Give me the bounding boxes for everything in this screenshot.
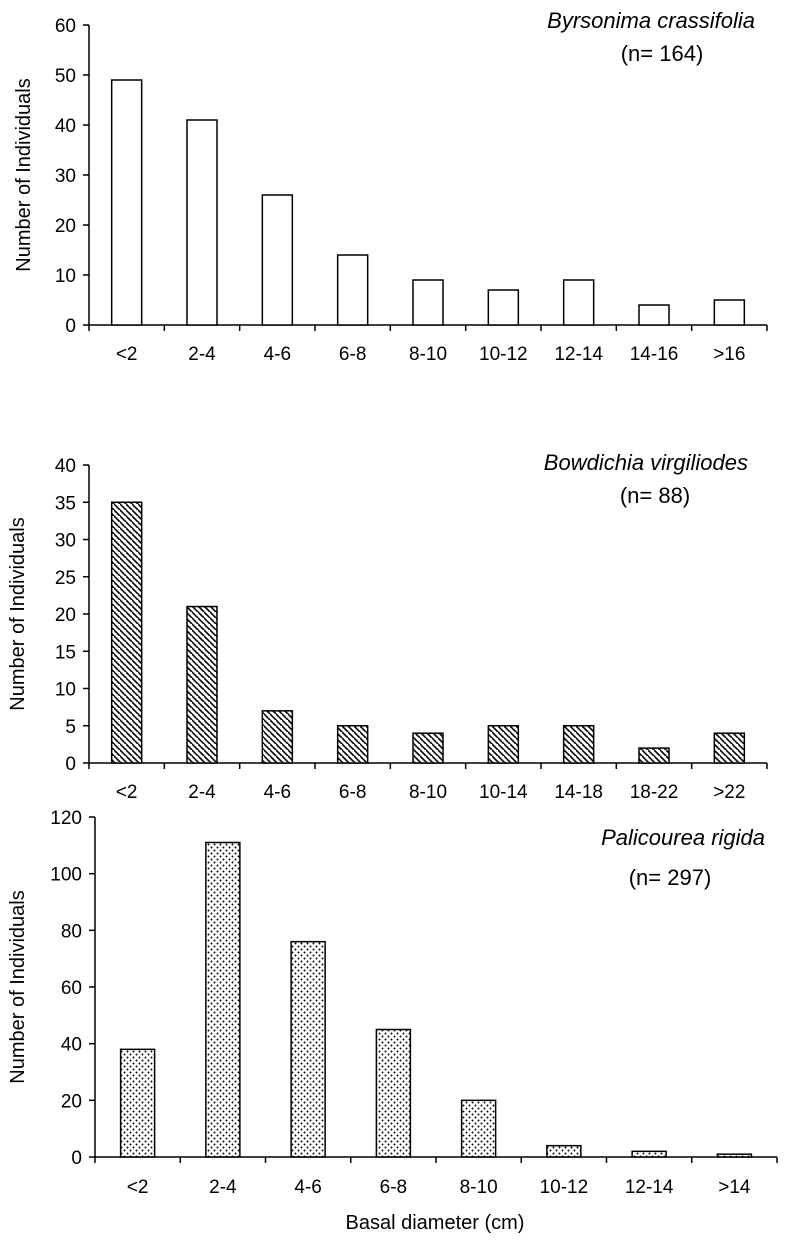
x-tick-label: 2-4 bbox=[188, 782, 216, 803]
y-tick-label: 0 bbox=[65, 316, 76, 337]
x-tick-label: 4-6 bbox=[294, 1177, 321, 1198]
x-tick-label: 8-10 bbox=[409, 344, 447, 365]
y-tick-label: 0 bbox=[71, 1148, 82, 1169]
bar->16 bbox=[713, 299, 746, 326]
x-tick-label: 14-16 bbox=[630, 344, 679, 365]
x-tick-label: 12-14 bbox=[625, 1177, 674, 1198]
y-tick-label: 100 bbox=[50, 865, 82, 886]
bar->14 bbox=[716, 1153, 753, 1158]
y-tick-label: 5 bbox=[65, 717, 76, 738]
y-tick-label: 40 bbox=[61, 1035, 82, 1056]
x-tick-label: 10-12 bbox=[540, 1177, 589, 1198]
bar-2-4 bbox=[186, 119, 218, 326]
bar-6-8 bbox=[336, 725, 369, 764]
x-tick-label: <2 bbox=[116, 782, 138, 803]
bar-10-12 bbox=[487, 289, 520, 326]
bar-8-10 bbox=[412, 279, 444, 326]
x-tick-label: 2-4 bbox=[209, 1177, 237, 1198]
bar-4-6 bbox=[261, 194, 294, 326]
x-tick-label: 4-6 bbox=[264, 782, 291, 803]
x-tick-label: 6-8 bbox=[339, 782, 366, 803]
x-tick-label: 6-8 bbox=[380, 1177, 407, 1198]
chart-panel-1: 0 10 20 30 40 50 60 <2 2-4 4-6 6-8 8-10 10-12 12-14 14… bbox=[13, 8, 768, 365]
chart-panel-2: 0 5 10 15 20 25 30 35 40 <2 2-4 4-6 6-8 8-10 10-14 14-1… bbox=[7, 450, 768, 803]
y-tick-label: 40 bbox=[55, 116, 76, 137]
x-tick-label: >22 bbox=[713, 782, 745, 803]
x-tick-label: >14 bbox=[718, 1177, 751, 1198]
bar-<2 bbox=[110, 501, 143, 764]
x-tick-label: <2 bbox=[127, 1177, 149, 1198]
bar-6-8 bbox=[336, 254, 369, 326]
y-tick-label: 35 bbox=[55, 493, 76, 514]
x-tick-label: 8-10 bbox=[409, 782, 447, 803]
x-tick-label: <2 bbox=[116, 344, 138, 365]
bar-14-16 bbox=[638, 304, 670, 326]
bar-10-14 bbox=[487, 725, 520, 764]
y-axis-label: Number of Individuals bbox=[7, 890, 29, 1083]
bar-12-14 bbox=[631, 1150, 667, 1158]
bar-8-10 bbox=[412, 732, 444, 764]
x-tick-label: 18-22 bbox=[630, 782, 679, 803]
y-tick-label: 20 bbox=[55, 216, 76, 237]
y-tick-label: 60 bbox=[55, 16, 76, 37]
bar-6-8 bbox=[375, 1028, 412, 1158]
y-tick-label: 80 bbox=[61, 921, 82, 942]
sample-size: (n= 297) bbox=[629, 865, 712, 890]
y-tick-label: 20 bbox=[55, 605, 76, 626]
y-tick-label: 30 bbox=[55, 531, 76, 552]
x-tick-label: 12-14 bbox=[554, 344, 603, 365]
x-tick-label: 10-12 bbox=[479, 344, 528, 365]
x-tick-label: 14-18 bbox=[554, 782, 603, 803]
species-name: Byrsonima crassifolia bbox=[547, 8, 755, 33]
y-tick-label: 60 bbox=[61, 978, 82, 999]
species-name: Palicourea rigida bbox=[601, 825, 765, 850]
bar-10-12 bbox=[546, 1144, 582, 1158]
x-tick-label: 4-6 bbox=[264, 344, 291, 365]
y-tick-label: 15 bbox=[55, 642, 76, 663]
species-name: Bowdichia virgiliodes bbox=[544, 450, 748, 475]
y-tick-label: 40 bbox=[55, 456, 76, 477]
bar-12-14 bbox=[562, 279, 595, 326]
y-tick-label: 25 bbox=[55, 568, 76, 589]
x-tick-label: 10-14 bbox=[479, 782, 528, 803]
y-tick-label: 0 bbox=[65, 754, 76, 775]
bar-14-18 bbox=[562, 725, 595, 764]
y-tick-label: 10 bbox=[55, 266, 76, 287]
x-axis-label: Basal diameter (cm) bbox=[346, 1212, 525, 1234]
x-tick-label: 6-8 bbox=[339, 344, 366, 365]
bar-18-22 bbox=[638, 747, 670, 764]
bar-4-6 bbox=[290, 940, 326, 1158]
bar->22 bbox=[713, 732, 746, 764]
bar-2-4 bbox=[205, 841, 241, 1158]
x-tick-label: >16 bbox=[713, 344, 745, 365]
chart-panel-3: 0 20 40 60 80 100 120 <2 2-4 4-6 6-8 8-10 10-12 12-14… bbox=[7, 808, 778, 1234]
sample-size: (n= 88) bbox=[620, 483, 690, 508]
sample-size: (n= 164) bbox=[621, 41, 704, 66]
bar-4-6 bbox=[261, 710, 294, 764]
bar-<2 bbox=[110, 79, 143, 326]
bar-2-4 bbox=[186, 605, 218, 764]
y-tick-label: 120 bbox=[50, 808, 82, 829]
x-tick-label: 2-4 bbox=[188, 344, 216, 365]
x-tick-label: 8-10 bbox=[460, 1177, 498, 1198]
bar-<2 bbox=[119, 1048, 156, 1158]
y-axis-label: Number of Individuals bbox=[7, 517, 29, 710]
y-tick-label: 10 bbox=[55, 680, 76, 701]
y-axis-label: Number of Individuals bbox=[13, 78, 35, 271]
y-tick-label: 50 bbox=[55, 66, 76, 87]
y-tick-label: 20 bbox=[61, 1091, 82, 1112]
y-tick-label: 30 bbox=[55, 166, 76, 187]
bar-8-10 bbox=[460, 1099, 497, 1158]
